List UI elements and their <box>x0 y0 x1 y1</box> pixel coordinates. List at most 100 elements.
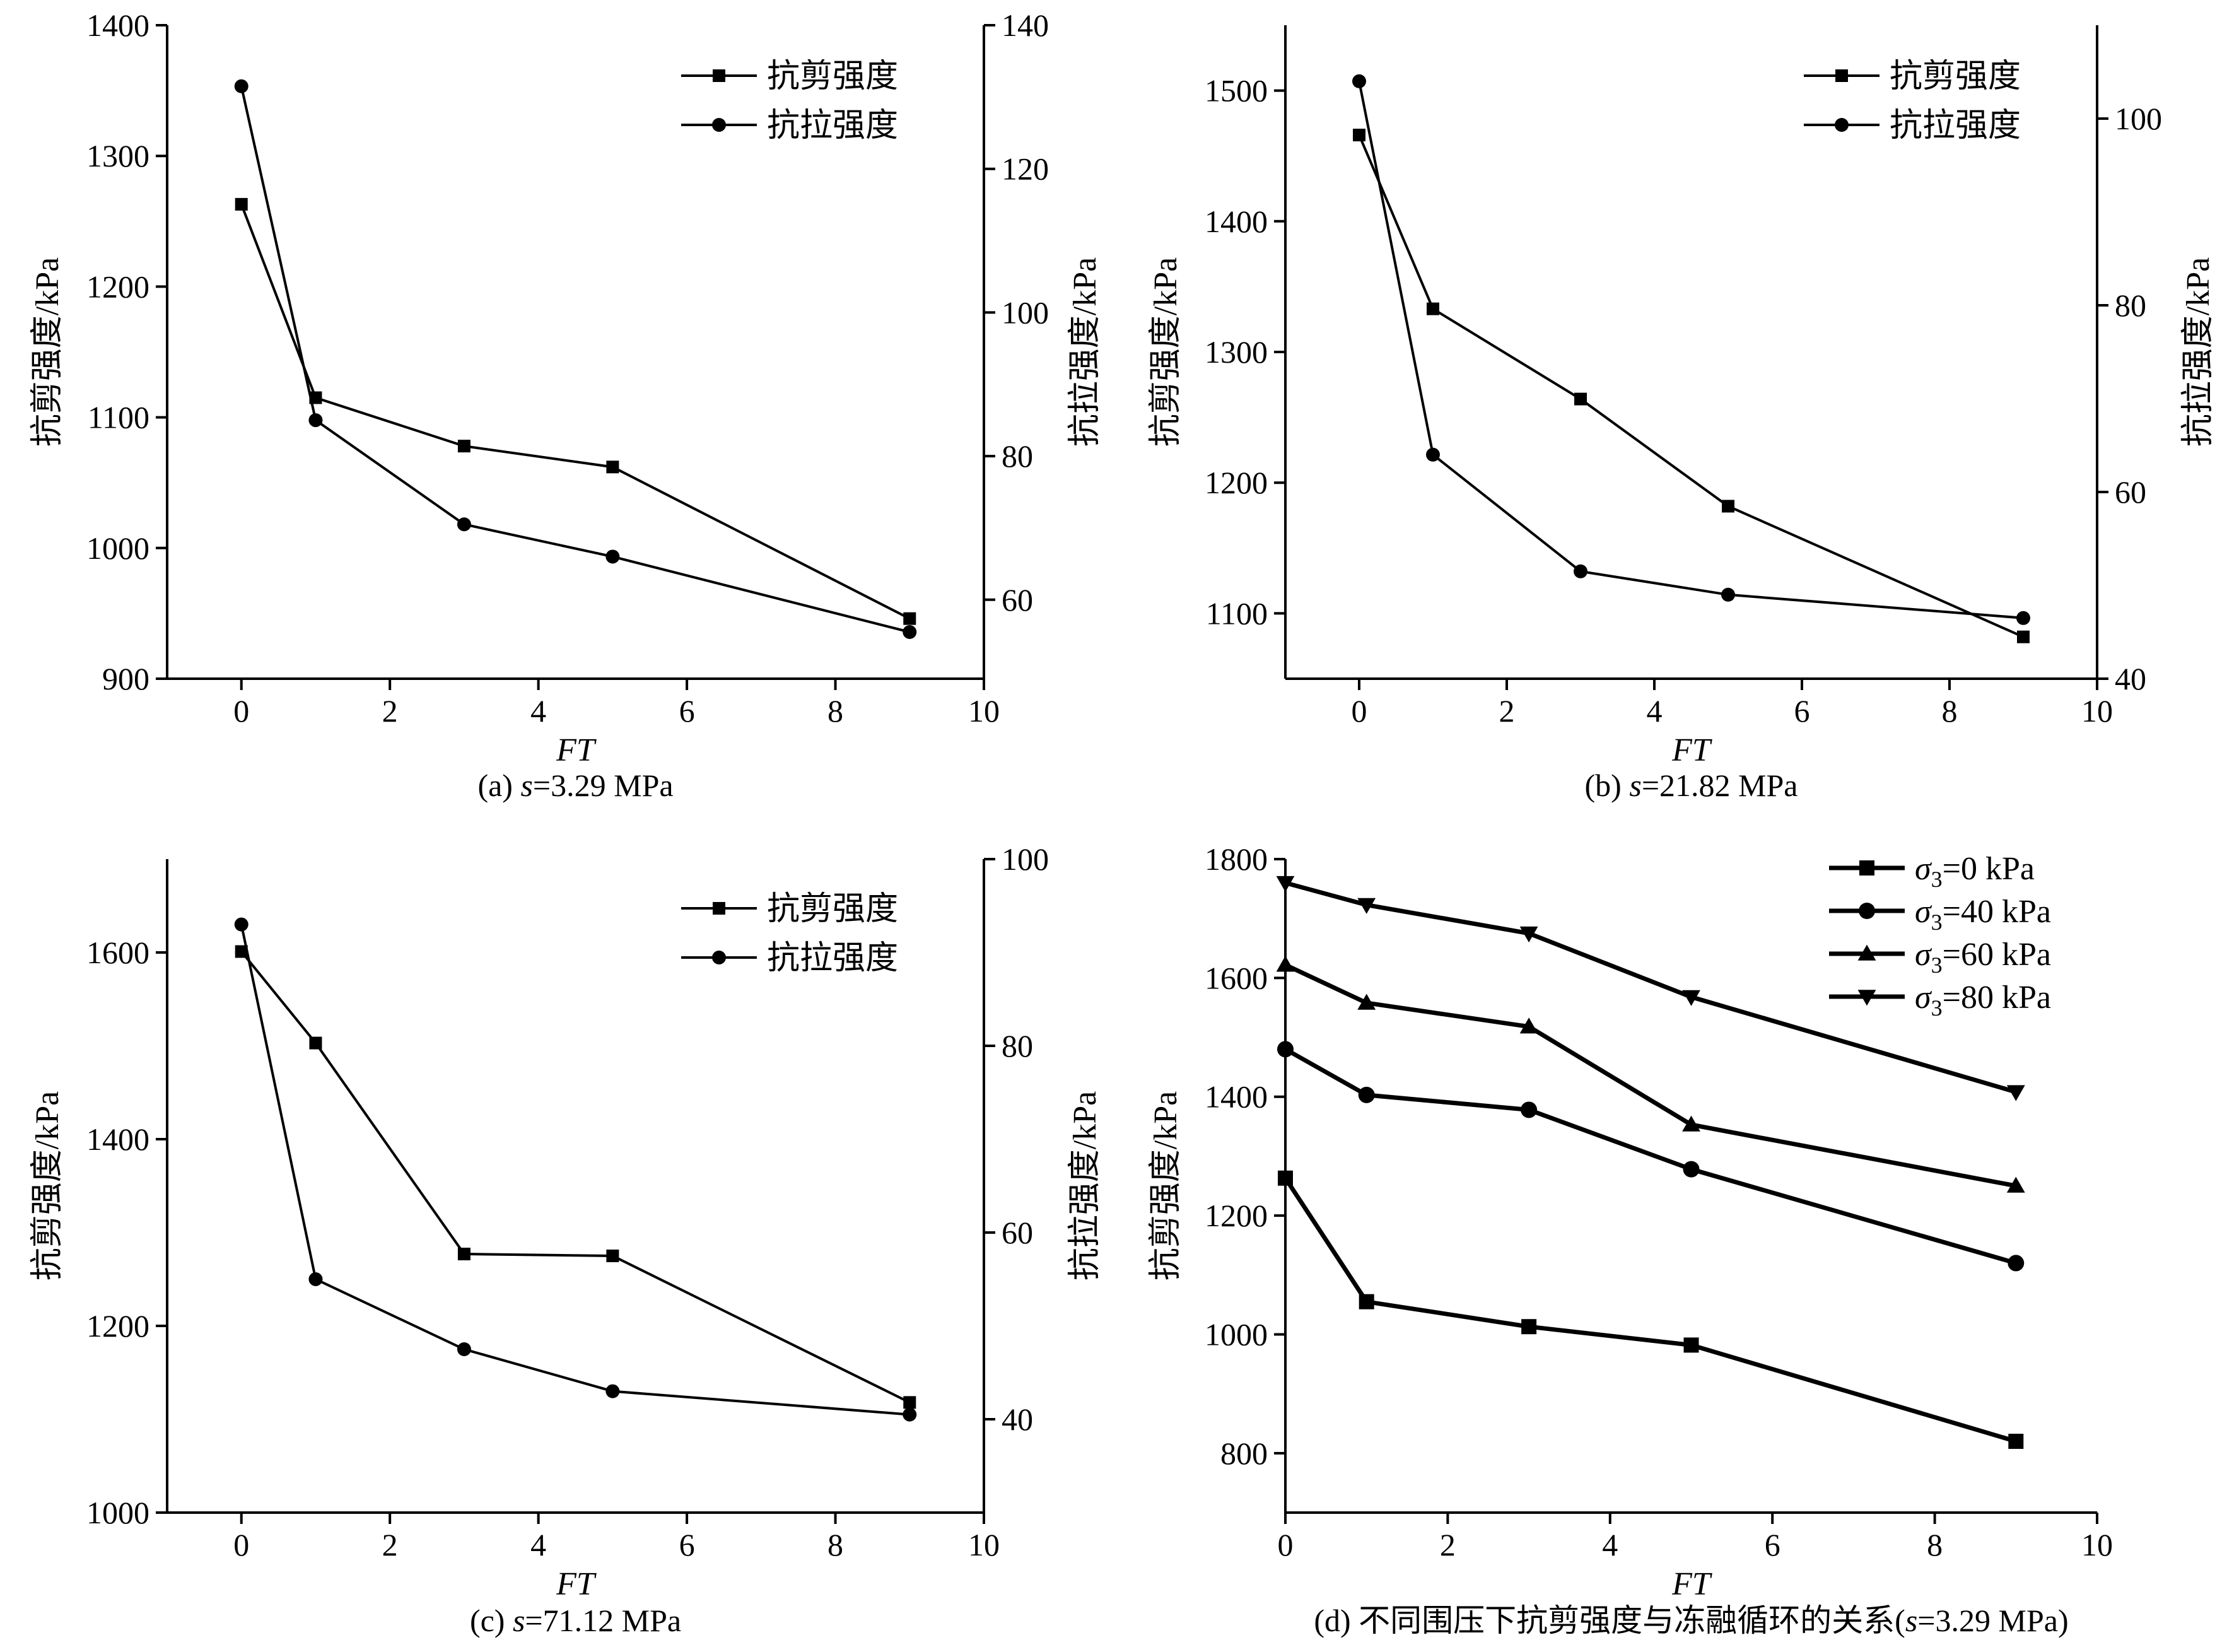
y-tick-label-left: 1500 <box>1205 73 1268 108</box>
legend-label: σ3=0 kPa <box>1915 851 2035 892</box>
x-axis-title: FT <box>556 1566 597 1602</box>
x-tick-label: 10 <box>2081 1527 2113 1562</box>
series-line <box>1284 1047 2017 1265</box>
y-tick-label-left: 1400 <box>1205 204 1268 239</box>
data-point <box>457 517 471 532</box>
y-tick-label-left: 1200 <box>1205 1198 1268 1233</box>
chart-panel-b: 0 2 4 6 8 10 1100 1200 1300 1400 1500 40 60 80 100 抗剪强度… <box>1148 25 2216 803</box>
data-point <box>1359 1294 1374 1309</box>
x-tick-label: 6 <box>1765 1527 1780 1562</box>
y-tick-label-left: 1400 <box>1205 1079 1268 1115</box>
x-axis-title: FT <box>1671 1566 1712 1602</box>
data-point <box>1276 876 1295 893</box>
x-tick-label: 8 <box>1942 693 1958 729</box>
x-tick-label: 4 <box>1647 693 1663 729</box>
data-point <box>457 440 471 453</box>
data-point <box>1521 1319 1537 1335</box>
y-axis-title-right: 抗拉强度/kPa <box>2180 257 2216 447</box>
x-tick-label: 8 <box>1927 1527 1943 1562</box>
y-tick-label-right: 60 <box>1002 1215 1033 1250</box>
data-point <box>308 413 323 428</box>
data-point <box>903 625 917 639</box>
y-tick-label-right: 140 <box>1002 8 1049 43</box>
chart-panel-c: 0 2 4 6 8 10 1000 1200 1400 1600 40 60 80 100 抗剪强度/kPa… <box>30 841 1103 1638</box>
data-point <box>1277 1041 1294 1058</box>
data-point <box>1519 1017 1538 1034</box>
data-point <box>309 1036 322 1050</box>
series-0 <box>235 197 916 625</box>
data-point <box>903 1407 917 1422</box>
y-tick-label-left: 1200 <box>1205 465 1268 500</box>
x-tick-label: 4 <box>530 1527 546 1562</box>
panel-caption: (c) s=71.12 MPa <box>470 1603 681 1638</box>
y-tick-label-right: 60 <box>2115 474 2146 510</box>
data-point <box>606 460 619 474</box>
data-point <box>2006 1085 2025 1101</box>
x-tick-label: 10 <box>2081 693 2113 729</box>
y-tick-label-right: 100 <box>1002 295 1049 330</box>
data-point <box>457 1248 471 1261</box>
y-tick-label-left: 1000 <box>86 1495 149 1530</box>
data-point <box>1353 129 1365 142</box>
legend-label: 抗剪强度 <box>767 891 898 927</box>
series-line <box>240 924 910 1416</box>
x-tick-label: 6 <box>679 1527 695 1562</box>
data-point <box>1683 1337 1699 1353</box>
x-tick-label: 4 <box>530 693 546 729</box>
data-point <box>235 197 248 211</box>
series-line <box>240 86 910 633</box>
data-point <box>1426 447 1440 462</box>
legend-marker <box>712 118 726 132</box>
data-point <box>234 917 248 932</box>
y-axis-title-left: 抗剪强度/kPa <box>1148 257 1184 447</box>
chart-panel-a: 0 2 4 6 8 10 900 1000 1100 1200 1300 1400 60 80 100 120… <box>30 8 1103 803</box>
y-tick-label-left: 1000 <box>1205 1316 1268 1352</box>
x-axis-title: FT <box>556 732 597 768</box>
chart-panel-d: 0 2 4 6 8 10 800 1000 1200 1400 1600 1800 抗剪强度/kPa FT… <box>1148 841 2113 1638</box>
y-axis-title-right: 抗拉强度/kPa <box>1067 1091 1103 1280</box>
legend-marker <box>1857 944 1876 961</box>
x-tick-label: 0 <box>1278 1527 1294 1562</box>
data-point <box>1574 392 1587 406</box>
data-point <box>1357 898 1376 914</box>
y-tick-label-right: 80 <box>2115 288 2146 323</box>
x-tick-label: 0 <box>233 1527 249 1562</box>
data-point <box>1721 587 1735 602</box>
series-1 <box>234 917 917 1422</box>
x-tick-label: 6 <box>1794 693 1810 729</box>
y-axis-title-left: 抗剪强度/kPa <box>30 1091 66 1280</box>
y-tick-label-left: 1300 <box>1205 334 1268 370</box>
series-line <box>240 951 911 1404</box>
y-tick-label-left: 1600 <box>86 935 149 970</box>
data-point <box>605 1384 620 1398</box>
y-tick-label-right: 60 <box>1002 582 1033 618</box>
x-tick-label: 10 <box>968 1527 1000 1562</box>
data-point <box>1683 1161 1700 1178</box>
data-point <box>2017 630 2030 643</box>
y-tick-label-left: 1100 <box>1206 595 1268 631</box>
series-line <box>1358 81 2024 619</box>
legend-label: σ3=40 kPa <box>1915 894 2051 935</box>
legend-marker <box>1859 903 1875 919</box>
y-tick-label-right: 80 <box>1002 438 1033 474</box>
y-tick-label-left: 1800 <box>1205 841 1268 877</box>
legend-marker <box>1835 118 1849 132</box>
y-tick-label-left: 1200 <box>86 1308 149 1344</box>
y-tick-label-right: 100 <box>1002 841 1049 877</box>
legend-label: 抗拉强度 <box>767 108 898 144</box>
data-point <box>1278 1170 1293 1186</box>
data-point <box>1358 1086 1375 1103</box>
y-tick-label-left: 1400 <box>86 8 149 43</box>
data-point <box>1722 500 1734 513</box>
y-tick-label-right: 120 <box>1002 151 1049 187</box>
legend-label: 抗拉强度 <box>1890 108 2021 144</box>
data-point <box>1427 302 1439 315</box>
series-line <box>1285 881 2017 1094</box>
legend-label: 抗剪强度 <box>1890 59 2021 95</box>
y-axis-title-right: 抗拉强度/kPa <box>1067 257 1103 447</box>
y-tick-label-left: 1600 <box>1205 960 1268 995</box>
legend-marker <box>1857 990 1876 1006</box>
data-point <box>2008 1255 2025 1272</box>
